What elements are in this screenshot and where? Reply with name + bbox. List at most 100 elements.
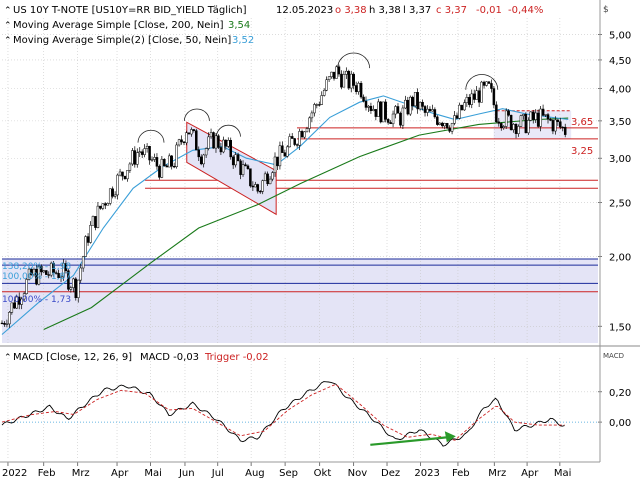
candle-body (517, 126, 520, 134)
candle-body (202, 154, 205, 165)
candle-body (45, 270, 48, 275)
candle-body (131, 150, 134, 165)
candle-body (138, 151, 141, 153)
candle-body (320, 95, 323, 105)
candle-body (140, 151, 144, 155)
legend-ma200-label: Moving Average Simple [Close, 200, Nein] (13, 20, 224, 31)
candle-body (477, 90, 481, 103)
candle-body (480, 81, 483, 103)
candle-body (337, 66, 341, 75)
candle-body (182, 141, 186, 144)
candle-body (187, 132, 191, 135)
candle-body (227, 140, 230, 147)
candle-body (455, 115, 459, 119)
x-axis: 2022 Feb Mrz Apr Mai Jun Jul Aug Sep Okt Nov Dez 202… (2, 462, 571, 479)
candle-body (278, 145, 282, 167)
candle-body (263, 173, 267, 181)
divergence-arrow-line (370, 436, 448, 446)
candle-body (549, 118, 552, 121)
candle-body (460, 104, 464, 111)
candle-body (57, 273, 60, 278)
candle-body (219, 147, 223, 153)
candle-body (170, 155, 173, 167)
candle-body (485, 81, 488, 86)
candle-body (342, 74, 346, 88)
candle-body (443, 123, 446, 127)
candle-body (271, 172, 274, 180)
candle-body (145, 145, 149, 149)
support-label: 3,25 (571, 146, 593, 157)
currency-symbol: $ (603, 5, 609, 15)
candle-body (281, 145, 284, 153)
candle-body (42, 270, 46, 273)
price-tick-label: 4,50 (609, 56, 631, 67)
price-tick-label: 5,00 (609, 30, 631, 41)
ohlc-open: o 3,38 (335, 5, 367, 16)
candle-body (416, 92, 419, 110)
candle-body (234, 154, 237, 166)
ohlc-change-pct: -0,44% (508, 5, 543, 16)
candle-body (327, 76, 331, 80)
candle-body (207, 136, 210, 149)
candle-body (160, 158, 164, 178)
x-tick-label: Apr (521, 468, 539, 479)
candle-body (254, 184, 257, 188)
candle-body (222, 139, 225, 153)
candle-body (546, 114, 550, 120)
candle-body (99, 205, 102, 209)
candle-body (89, 225, 92, 243)
candle-body (492, 88, 496, 106)
candle-body (318, 104, 321, 106)
candle-body (15, 296, 19, 309)
candle-body (286, 146, 289, 157)
panel-divider-left (0, 0, 600, 480)
candle-body (35, 269, 38, 285)
candle-body (544, 114, 547, 116)
candle-body (438, 122, 442, 125)
candle-body (49, 262, 53, 276)
candle-body (0, 322, 4, 325)
candle-body (118, 171, 122, 176)
x-tick-label: Aug (245, 468, 265, 479)
candle-body (399, 112, 402, 126)
candle-body (401, 107, 405, 126)
candle-body (507, 110, 510, 116)
candle-body (522, 113, 525, 116)
candle-body (111, 188, 114, 197)
candle-body (212, 132, 215, 149)
resistance-label: 3,65 (571, 117, 593, 128)
candle-body (482, 81, 486, 86)
candle-body (76, 279, 80, 298)
price-tick-label: 4,00 (609, 84, 631, 95)
candle-body (379, 101, 383, 123)
candle-body (217, 135, 220, 148)
candle-body (32, 269, 36, 276)
candle-body (436, 116, 439, 125)
candle-body (539, 108, 542, 127)
candle-body (313, 104, 316, 114)
candle-body (108, 188, 112, 204)
x-tick-label: 2023 (414, 468, 439, 479)
candle-body (47, 274, 50, 276)
candle-body (470, 93, 474, 105)
candle-body (209, 132, 213, 138)
candle-body (440, 122, 444, 127)
ohlc-change: -0,01 (476, 5, 502, 16)
price-tick-label: 1,50 (609, 322, 631, 333)
candle-body (347, 70, 351, 89)
candle-body (165, 165, 169, 168)
candle-body (40, 266, 43, 273)
candle-body (465, 97, 469, 103)
candle-body (258, 190, 262, 193)
candle-body (391, 113, 395, 125)
macd-axis-tag: MACD (603, 352, 624, 360)
top-arc (337, 52, 371, 69)
candle-body (86, 236, 90, 243)
candle-body (409, 96, 412, 115)
candle-body (315, 104, 319, 106)
candle-body (22, 293, 26, 300)
candle-body (330, 71, 333, 78)
candle-body (298, 131, 301, 146)
candle-body (295, 144, 299, 146)
candle-body (261, 180, 264, 192)
